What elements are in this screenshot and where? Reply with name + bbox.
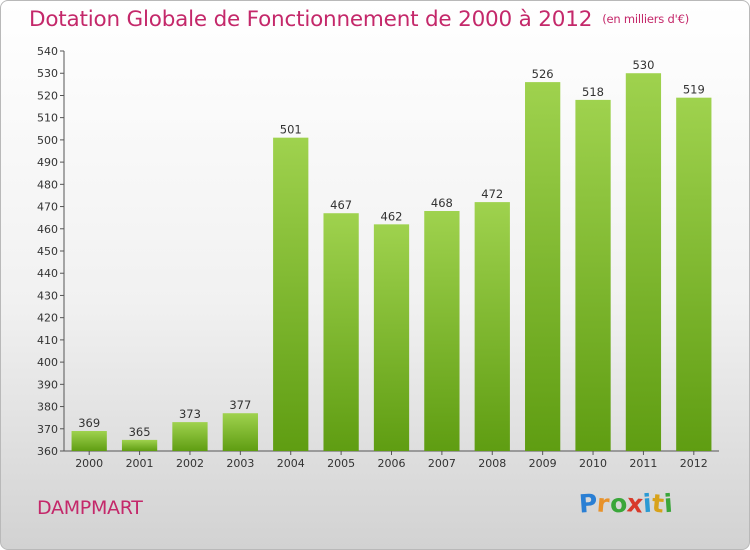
data-label-2009: 526 <box>532 67 554 81</box>
x-tick-label-2002: 2002 <box>176 457 204 470</box>
y-tick-label: 540 <box>37 45 58 58</box>
bar-2009 <box>525 82 561 451</box>
bar-2003 <box>222 413 258 451</box>
data-label-2011: 530 <box>632 58 654 72</box>
y-tick-label: 370 <box>37 423 58 436</box>
data-label-2006: 462 <box>381 209 403 223</box>
y-tick-label: 410 <box>37 334 58 347</box>
y-tick-label: 430 <box>37 289 58 302</box>
y-tick-label: 520 <box>37 89 58 102</box>
bars: 369 365 373 377 501 467 462 468 472 526 518 530 519 <box>71 58 712 452</box>
x-tick-label-2006: 2006 <box>378 457 406 470</box>
data-label-2010: 518 <box>582 85 604 99</box>
bar-2010 <box>575 99 611 451</box>
data-label-2002: 373 <box>179 407 201 421</box>
x-tick-label-2004: 2004 <box>277 457 305 470</box>
commune-name: DAMPMART <box>37 497 143 519</box>
title-text: Dotation Globale de Fonctionnement de 20… <box>29 7 593 32</box>
logo-letter: i <box>662 488 674 519</box>
bar-2012 <box>676 97 712 452</box>
y-tick-label: 360 <box>37 445 58 458</box>
x-tick-label-2003: 2003 <box>226 457 254 470</box>
bar-2007 <box>424 211 460 451</box>
data-label-2000: 369 <box>78 416 100 430</box>
x-tick-label-2000: 2000 <box>75 457 103 470</box>
y-tick-label: 380 <box>37 401 58 414</box>
proxiti-logo: Proxiti <box>578 488 674 519</box>
x-tick-label-2010: 2010 <box>579 457 607 470</box>
x-tick-label-2008: 2008 <box>478 457 506 470</box>
y-tick-label: 420 <box>37 312 58 325</box>
y-tick-label: 440 <box>37 267 58 280</box>
x-tick-label-2012: 2012 <box>680 457 708 470</box>
data-label-2003: 377 <box>229 398 251 412</box>
y-tick-label: 400 <box>37 356 58 369</box>
bar-2000 <box>71 431 107 451</box>
x-tick-label-2009: 2009 <box>529 457 557 470</box>
y-tick-label: 460 <box>37 223 58 236</box>
bar-2001 <box>121 439 158 451</box>
bar-2006 <box>373 224 410 451</box>
bar-2008 <box>474 202 510 451</box>
data-label-2004: 501 <box>280 123 302 137</box>
bar-2002 <box>172 422 208 451</box>
x-tick-label-2005: 2005 <box>327 457 355 470</box>
x-tick-label-2007: 2007 <box>428 457 456 470</box>
axes: 360 370 380 390 400 410 420 430 440 450 460 470 480 4… <box>37 45 719 470</box>
data-label-2007: 468 <box>431 196 453 210</box>
x-tick-label-2011: 2011 <box>629 457 657 470</box>
data-label-2012: 519 <box>683 83 705 97</box>
bar-2004 <box>273 137 309 451</box>
y-tick-label: 510 <box>37 112 58 125</box>
x-tick-label-2001: 2001 <box>126 457 154 470</box>
unit-label: (en milliers d'€) <box>602 12 689 26</box>
y-tick-label: 500 <box>37 134 58 147</box>
bar-2011 <box>625 73 662 451</box>
y-tick-label: 480 <box>37 178 58 191</box>
y-tick-label: 490 <box>37 156 58 169</box>
data-label-2005: 467 <box>330 198 352 212</box>
y-tick-label: 450 <box>37 245 58 258</box>
chart-title: Dotation Globale de Fonctionnement de 20… <box>29 7 689 32</box>
y-tick-label: 390 <box>37 378 58 391</box>
y-tick-label: 470 <box>37 201 58 214</box>
y-tick-label: 530 <box>37 67 58 80</box>
data-label-2008: 472 <box>481 187 503 201</box>
data-label-2001: 365 <box>129 425 151 439</box>
bar-2005 <box>323 213 359 451</box>
